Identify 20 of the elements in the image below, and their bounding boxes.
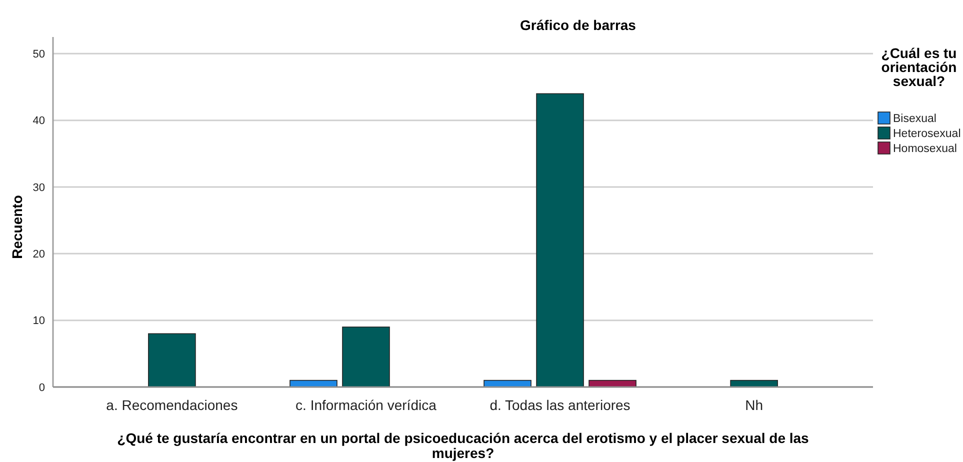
bar: [148, 333, 196, 388]
y-tick-label: 0: [38, 382, 45, 394]
x-tick-label: d. Todas las anteriores: [490, 397, 630, 413]
x-axis-title: ¿Qué te gustaría encontrar en un portal de psicoeducación acerca del erotismo y el placer sexual de las mujeres?: [117, 430, 810, 461]
y-tick-label: 50: [32, 48, 45, 61]
legend-title: ¿Cuál es tu orientación sexual?: [881, 45, 957, 89]
x-tick-label: Nh: [745, 397, 764, 413]
legend-label: Heterosexual: [893, 128, 961, 140]
bar: [536, 93, 584, 388]
bar: [342, 326, 390, 388]
legend-label: Homosexual: [893, 143, 957, 155]
x-tick-label: c. Información verídica: [296, 397, 437, 413]
y-axis-title: Recuento: [9, 195, 25, 259]
chart-title: Gráfico de barras: [520, 17, 636, 33]
y-tick-label: 40: [32, 115, 45, 128]
y-tick-label: 20: [32, 248, 45, 261]
legend-label: Bisexual: [893, 113, 936, 125]
y-tick-label: 10: [32, 315, 45, 328]
y-tick-label: 30: [32, 182, 45, 194]
x-tick-label: a. Recomendaciones: [106, 397, 238, 413]
